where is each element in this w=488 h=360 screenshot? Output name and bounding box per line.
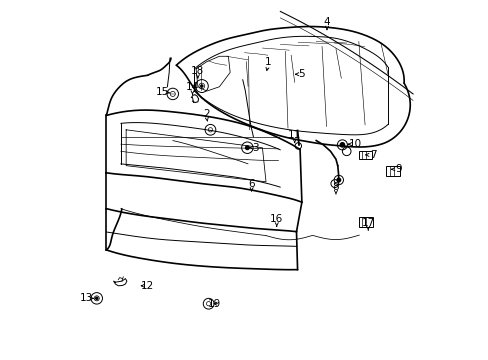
Circle shape [245,146,249,149]
Circle shape [340,143,344,147]
Text: 7: 7 [369,150,376,160]
Text: 19: 19 [207,299,220,309]
Text: 17: 17 [361,218,374,228]
Text: 16: 16 [269,215,283,224]
Text: 2: 2 [203,109,210,119]
Text: 13: 13 [79,293,92,303]
Text: 15: 15 [155,87,168,97]
Circle shape [336,178,340,182]
Text: 4: 4 [323,17,329,27]
Circle shape [201,85,203,87]
Text: 18: 18 [191,66,204,76]
Text: 8: 8 [332,182,339,192]
Text: 12: 12 [141,281,154,291]
Text: 3: 3 [251,143,258,153]
Text: 6: 6 [248,179,254,189]
Circle shape [96,297,98,300]
Text: 9: 9 [395,164,401,174]
Text: 1: 1 [264,57,270,67]
Text: 10: 10 [348,139,362,149]
Text: 11: 11 [287,130,301,140]
Text: 14: 14 [185,82,199,92]
Text: 5: 5 [298,69,305,79]
